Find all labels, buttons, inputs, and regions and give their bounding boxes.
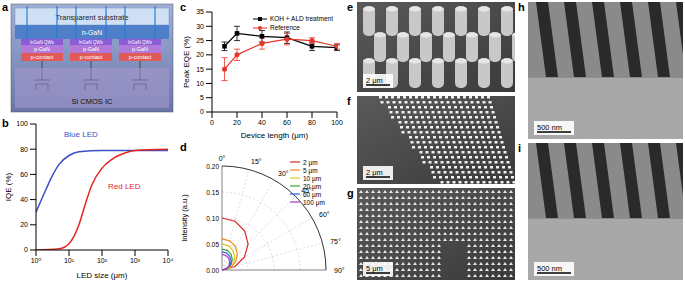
svg-text:Device length (μm): Device length (μm) bbox=[241, 131, 309, 140]
svg-text:5: 5 bbox=[200, 94, 204, 101]
svg-text:500 nm: 500 nm bbox=[537, 264, 562, 273]
svg-text:60: 60 bbox=[20, 171, 28, 178]
html-text:h: h bbox=[518, 1, 525, 13]
svg-text:0: 0 bbox=[210, 119, 214, 126]
svg-text:0°: 0° bbox=[219, 155, 226, 162]
svg-text:15: 15 bbox=[196, 66, 204, 73]
svg-text:LED size (μm): LED size (μm) bbox=[77, 271, 128, 280]
html-text:a: a bbox=[2, 1, 9, 13]
svg-text:35: 35 bbox=[196, 8, 204, 15]
svg-text:InGaN QWs: InGaN QWs bbox=[79, 40, 104, 45]
svg-text:40: 40 bbox=[258, 119, 266, 126]
svg-text:10⁴: 10⁴ bbox=[163, 257, 174, 264]
svg-text:InGaN QWs: InGaN QWs bbox=[30, 40, 55, 45]
svg-text:10: 10 bbox=[196, 80, 204, 87]
svg-text:30: 30 bbox=[196, 23, 204, 30]
svg-text:p-GaN: p-GaN bbox=[83, 46, 99, 52]
svg-text:500 nm: 500 nm bbox=[537, 123, 562, 132]
svg-text:20: 20 bbox=[196, 51, 204, 58]
svg-text:InGaN QWs: InGaN QWs bbox=[128, 40, 153, 45]
svg-text:100: 100 bbox=[331, 119, 343, 126]
svg-text:20: 20 bbox=[233, 119, 241, 126]
svg-text:80: 80 bbox=[20, 146, 28, 153]
svg-text:p-GaN: p-GaN bbox=[34, 46, 50, 52]
svg-text:100 μm: 100 μm bbox=[303, 199, 325, 207]
html-text:Red LED: Red LED bbox=[108, 182, 141, 191]
html-text:e: e bbox=[347, 1, 354, 13]
svg-text:Transparent substrate: Transparent substrate bbox=[55, 13, 128, 22]
svg-text:10¹: 10¹ bbox=[64, 257, 75, 264]
svg-text:Peak EQE (%): Peak EQE (%) bbox=[182, 36, 191, 88]
html-text:b: b bbox=[2, 117, 9, 129]
svg-text:p-contact: p-contact bbox=[80, 54, 103, 60]
svg-text:20 μm: 20 μm bbox=[303, 183, 321, 191]
svg-text:0.15: 0.15 bbox=[206, 189, 219, 196]
svg-text:30°: 30° bbox=[278, 170, 289, 177]
svg-text:60 μm: 60 μm bbox=[303, 191, 321, 199]
svg-text:10³: 10³ bbox=[130, 257, 141, 264]
svg-text:5 μm: 5 μm bbox=[303, 167, 318, 175]
svg-text:40: 40 bbox=[20, 196, 28, 203]
svg-text:90°: 90° bbox=[334, 267, 345, 274]
svg-text:p-contact: p-contact bbox=[31, 54, 54, 60]
svg-text:75°: 75° bbox=[330, 238, 341, 245]
html-text:c: c bbox=[180, 1, 187, 13]
svg-text:25: 25 bbox=[196, 37, 204, 44]
svg-text:Intensity (a.u.): Intensity (a.u.) bbox=[180, 194, 189, 242]
svg-text:80: 80 bbox=[308, 119, 316, 126]
html-text:f: f bbox=[347, 95, 351, 107]
html-text:g: g bbox=[347, 187, 354, 199]
svg-text:60: 60 bbox=[283, 119, 291, 126]
svg-text:2 μm: 2 μm bbox=[303, 159, 318, 167]
svg-text:0.05: 0.05 bbox=[206, 241, 219, 248]
svg-text:2 μm: 2 μm bbox=[366, 76, 383, 85]
svg-text:10²: 10² bbox=[97, 257, 108, 264]
svg-text:100: 100 bbox=[16, 120, 28, 127]
html-text:i: i bbox=[518, 142, 522, 154]
svg-text:20: 20 bbox=[20, 221, 28, 228]
html-text:KOH + ALD treatment: KOH + ALD treatment bbox=[270, 15, 333, 22]
svg-text:10 μm: 10 μm bbox=[303, 175, 321, 183]
svg-text:5 μm: 5 μm bbox=[366, 264, 383, 273]
svg-text:15°: 15° bbox=[251, 158, 262, 165]
html-text:Blue LED: Blue LED bbox=[64, 130, 98, 139]
svg-text:10⁰: 10⁰ bbox=[31, 257, 42, 264]
svg-text:0.20: 0.20 bbox=[206, 163, 219, 170]
svg-text:n-GaN: n-GaN bbox=[82, 29, 103, 36]
svg-text:p-GaN: p-GaN bbox=[132, 46, 148, 52]
svg-text:0.10: 0.10 bbox=[206, 215, 219, 222]
svg-text:IQE (%): IQE (%) bbox=[4, 172, 13, 201]
svg-text:0: 0 bbox=[200, 108, 204, 115]
svg-text:0: 0 bbox=[24, 246, 28, 253]
html-text:d: d bbox=[180, 141, 187, 153]
svg-text:0.00: 0.00 bbox=[206, 267, 219, 274]
svg-text:2 μm: 2 μm bbox=[366, 168, 383, 177]
svg-text:p-contact: p-contact bbox=[129, 54, 152, 60]
svg-text:60°: 60° bbox=[319, 211, 330, 218]
html-text:Reference: Reference bbox=[270, 24, 300, 31]
svg-text:Si CMOS IC: Si CMOS IC bbox=[72, 97, 113, 106]
